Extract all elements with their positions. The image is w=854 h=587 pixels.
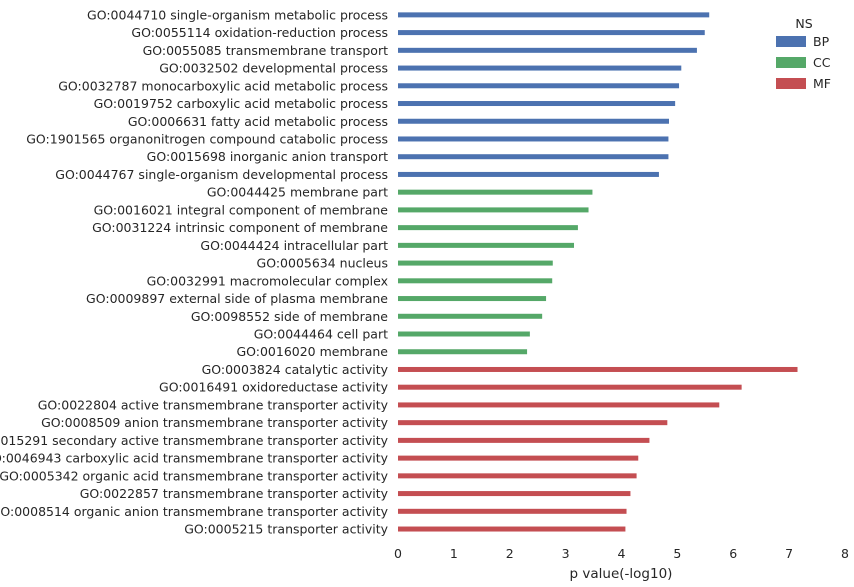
category-label: GO:0098552 side of membrane xyxy=(191,309,388,324)
category-label: GO:0022857 transmembrane transporter act… xyxy=(80,486,389,501)
bar-mf xyxy=(398,366,798,372)
x-tick-label: 0 xyxy=(394,546,402,561)
category-label: GO:0044464 cell part xyxy=(254,327,388,342)
x-tick-label: 6 xyxy=(729,546,737,561)
bar-bp xyxy=(398,118,669,124)
bar-mf xyxy=(398,526,626,532)
bar-mf xyxy=(398,491,631,497)
category-label: GO:0044767 single-organism developmental… xyxy=(55,167,388,182)
category-label: GO:0006631 fatty acid metabolic process xyxy=(128,114,388,129)
category-label: GO:0015698 inorganic anion transport xyxy=(147,149,388,164)
category-label: GO:0016020 membrane xyxy=(236,344,388,359)
bar-mf xyxy=(398,402,720,408)
category-label: GO:0015291 secondary active transmembran… xyxy=(0,433,389,448)
legend-swatch-cc xyxy=(776,57,806,68)
bar-mf xyxy=(398,420,668,426)
x-axis-ticks: 0 1 2 3 4 5 6 7 8 xyxy=(394,546,849,561)
category-label: GO:0009897 external side of plasma membr… xyxy=(86,291,388,306)
x-axis-title: p value(-log10) xyxy=(570,566,673,582)
bar-bp xyxy=(398,83,680,89)
x-tick-label: 4 xyxy=(618,546,626,561)
bar-cc xyxy=(398,242,575,248)
category-label: GO:0008514 organic anion transmembrane t… xyxy=(0,504,389,519)
category-label: GO:0016491 oxidoreductase activity xyxy=(159,380,389,395)
legend-label-mf: MF xyxy=(813,76,831,91)
bar-cc xyxy=(398,225,578,231)
category-label: GO:0044424 intracellular part xyxy=(200,238,388,253)
bars-layer xyxy=(398,12,798,532)
bar-bp xyxy=(398,136,669,142)
category-label: GO:0019752 carboxylic acid metabolic pro… xyxy=(94,96,388,111)
legend-swatch-mf xyxy=(776,78,806,89)
x-tick-label: 1 xyxy=(450,546,458,561)
category-label: GO:0055114 oxidation-reduction process xyxy=(131,25,388,40)
legend-label-bp: BP xyxy=(813,34,830,49)
bar-bp xyxy=(398,30,705,36)
x-tick-label: 3 xyxy=(562,546,570,561)
legend-entries: BP CC MF xyxy=(776,34,831,91)
category-label: GO:0008509 anion transmembrane transport… xyxy=(41,415,388,430)
bar-mf xyxy=(398,473,637,479)
bar-cc xyxy=(398,207,589,213)
category-label: GO:1901565 organonitrogen compound catab… xyxy=(26,131,388,146)
bar-cc xyxy=(398,296,547,302)
category-label: GO:0016021 integral component of membran… xyxy=(94,202,389,217)
category-label: GO:0032787 monocarboxylic acid metabolic… xyxy=(58,78,388,93)
bar-mf xyxy=(398,384,742,390)
legend-swatch-bp xyxy=(776,36,806,47)
x-tick-label: 5 xyxy=(673,546,681,561)
bar-bp xyxy=(398,65,682,71)
x-tick-label: 2 xyxy=(506,546,514,561)
x-tick-label: 8 xyxy=(841,546,849,561)
bar-cc xyxy=(398,260,553,266)
category-label: GO:0005342 organic acid transmembrane tr… xyxy=(0,468,389,483)
bar-mf xyxy=(398,437,650,443)
bar-cc xyxy=(398,313,543,319)
category-label: GO:0003824 catalytic activity xyxy=(202,362,389,377)
category-label: GO:0005215 transporter activity xyxy=(184,522,388,537)
bar-mf xyxy=(398,508,627,514)
category-label: GO:0022804 active transmembrane transpor… xyxy=(38,397,389,412)
category-label: GO:0032991 macromolecular complex xyxy=(147,273,388,288)
category-label: GO:0044710 single-organism metabolic pro… xyxy=(87,7,388,22)
bar-mf xyxy=(398,455,639,461)
legend: NS BP CC MF xyxy=(776,16,831,91)
bar-bp xyxy=(398,47,697,53)
category-label: GO:0046943 carboxylic acid transmembrane… xyxy=(0,451,389,466)
category-label: GO:0005634 nucleus xyxy=(257,256,388,271)
bar-bp xyxy=(398,12,710,18)
category-label: GO:0055085 transmembrane transport xyxy=(143,43,389,58)
bar-bp xyxy=(398,101,676,107)
bar-cc xyxy=(398,189,593,195)
bar-bp xyxy=(398,154,669,160)
category-label: GO:0032502 developmental process xyxy=(159,61,388,76)
category-labels: GO:0044710 single-organism metabolic pro… xyxy=(0,7,389,536)
category-label: GO:0044425 membrane part xyxy=(207,185,388,200)
bar-cc xyxy=(398,349,528,355)
legend-label-cc: CC xyxy=(813,55,831,70)
x-tick-label: 7 xyxy=(785,546,793,561)
bar-cc xyxy=(398,331,530,337)
legend-title: NS xyxy=(795,16,812,31)
bar-cc xyxy=(398,278,553,284)
bar-bp xyxy=(398,171,659,177)
category-label: GO:0031224 intrinsic component of membra… xyxy=(92,220,388,235)
